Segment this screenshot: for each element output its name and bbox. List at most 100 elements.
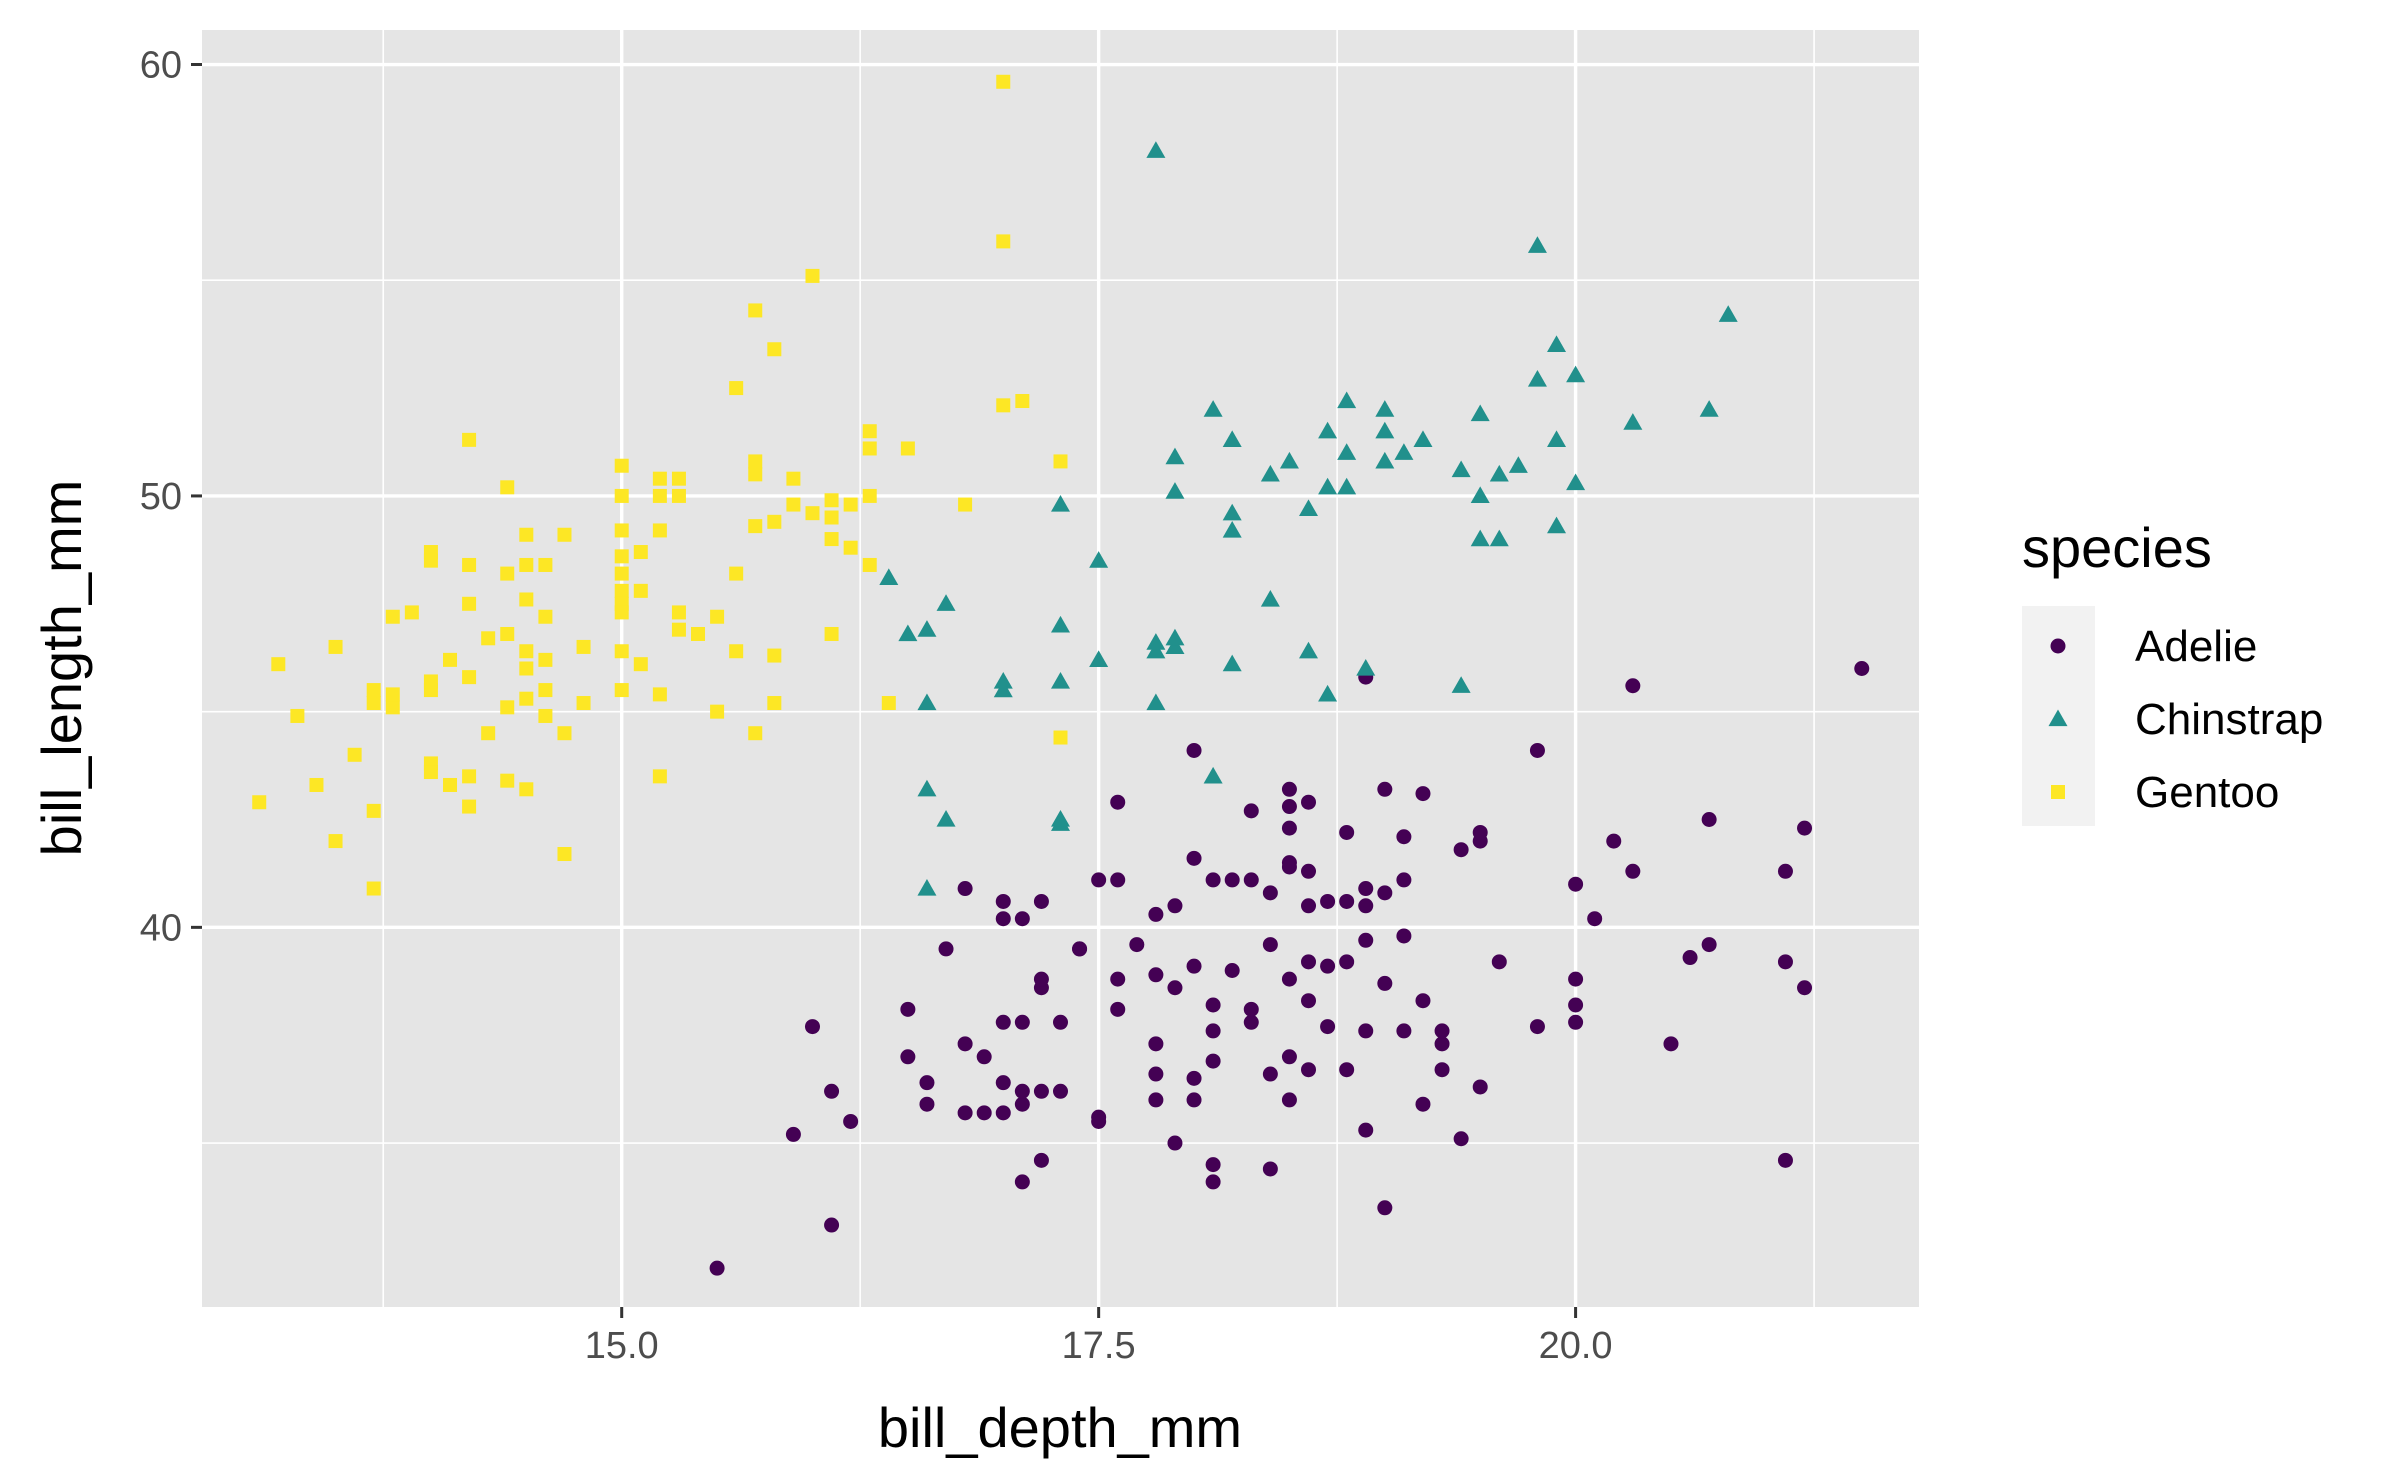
adelie-point [1110, 971, 1126, 987]
adelie-point [1568, 971, 1584, 987]
gentoo-point [748, 303, 763, 318]
adelie-point [1205, 1023, 1221, 1039]
gentoo-point [614, 458, 629, 473]
adelie-point [1434, 1023, 1450, 1039]
gentoo-point [843, 497, 858, 512]
chinstrap-point [1051, 615, 1070, 633]
chinstrap-point [1356, 659, 1376, 676]
chinstrap-point [1699, 400, 1719, 417]
chinstrap-point [1451, 460, 1471, 478]
adelie-point [1358, 898, 1374, 914]
adelie-point [1434, 1062, 1450, 1078]
adelie-point [1224, 872, 1240, 888]
adelie-point [1205, 1174, 1221, 1190]
adelie-point [1377, 1200, 1393, 1216]
gentoo-point [1053, 730, 1068, 745]
gentoo-point [614, 488, 629, 503]
adelie-point [995, 911, 1011, 927]
adelie-point [1301, 954, 1317, 970]
adelie-point [1568, 997, 1584, 1013]
gentoo-point [786, 497, 801, 512]
gentoo-point [538, 609, 553, 624]
adelie-point [1110, 794, 1126, 810]
adelie-point [1262, 1066, 1278, 1082]
adelie-point [1797, 980, 1813, 996]
gentoo-point [519, 661, 534, 676]
gentoo-point [519, 527, 534, 542]
adelie-point [1587, 911, 1603, 927]
adelie-point [1358, 932, 1374, 948]
chinstrap-point [1165, 447, 1185, 465]
adelie-point [1053, 1014, 1068, 1030]
gentoo-point [519, 557, 534, 572]
adelie-point [1377, 781, 1393, 797]
gentoo-point [633, 583, 648, 598]
adelie-point [1262, 937, 1278, 953]
x-tick-label: 17.5 [1062, 1325, 1136, 1367]
chinstrap-point [1394, 443, 1414, 460]
adelie-point [1033, 971, 1049, 987]
adelie-point [1243, 803, 1259, 819]
gentoo-point [767, 342, 782, 357]
chinstrap-point [1222, 654, 1242, 672]
gentoo-point [748, 454, 763, 469]
adelie-point [709, 1260, 725, 1276]
gentoo-point [366, 881, 381, 896]
adelie-point [1148, 1036, 1164, 1052]
adelie-point [1606, 833, 1622, 849]
gentoo-point [500, 566, 515, 581]
gentoo-point [614, 644, 629, 659]
gentoo-point [423, 765, 438, 780]
gentoo-point [652, 488, 667, 503]
chinstrap-point [1089, 551, 1109, 568]
adelie-point [1663, 1036, 1679, 1052]
gentoo-point [328, 834, 343, 849]
y-tick-label: 40 [140, 907, 182, 949]
gentoo-point [500, 626, 515, 641]
gentoo-point [652, 523, 667, 538]
gentoo-point [958, 497, 973, 512]
gentoo-point [862, 488, 877, 503]
adelie-point [1396, 928, 1412, 944]
adelie-point [1453, 842, 1469, 858]
adelie-point [1110, 1001, 1126, 1017]
gentoo-point [271, 657, 286, 672]
chinstrap-point [879, 568, 899, 586]
adelie-point [976, 1049, 992, 1065]
adelie-point [824, 1217, 840, 1233]
gentoo-point [309, 777, 324, 792]
adelie-point [1186, 850, 1202, 866]
chinstrap-point [1718, 305, 1738, 322]
chinstrap-point [993, 671, 1013, 689]
adelie-point [1262, 885, 1278, 901]
chinstrap-point [1222, 430, 1242, 447]
chinstrap-point [1051, 495, 1070, 512]
x-axis: 15.0 17.5 20.0 [585, 1307, 1613, 1367]
gentoo-point [710, 704, 725, 719]
chinstrap-point [1489, 529, 1509, 547]
adelie-point [1224, 962, 1240, 978]
minor-gridlines [202, 30, 1919, 1307]
legend: species Adelie Chinstrap Gentoo [2022, 516, 2323, 826]
gentoo-point [252, 795, 267, 810]
adelie-point [1415, 993, 1431, 1009]
adelie-point [1014, 1096, 1030, 1112]
chinstrap-point [1489, 464, 1509, 482]
x-tick-label: 15.0 [585, 1325, 659, 1367]
legend-key-adelie [2050, 638, 2066, 654]
adelie-point [1854, 661, 1870, 676]
gentoo-point [614, 683, 629, 698]
adelie-point [1033, 1083, 1049, 1099]
adelie-point [1281, 859, 1297, 875]
gentoo-point [500, 700, 515, 715]
chinstrap-point [1566, 473, 1586, 491]
panel-background [202, 30, 1919, 1307]
adelie-point [1205, 1053, 1221, 1069]
gentoo-point [366, 683, 381, 698]
adelie-point [919, 1075, 935, 1091]
adelie-point [995, 1014, 1011, 1030]
adelie-point [1358, 1023, 1374, 1039]
gentoo-point [366, 696, 381, 711]
chinstrap-point [1451, 676, 1471, 693]
adelie-point [1797, 820, 1813, 836]
